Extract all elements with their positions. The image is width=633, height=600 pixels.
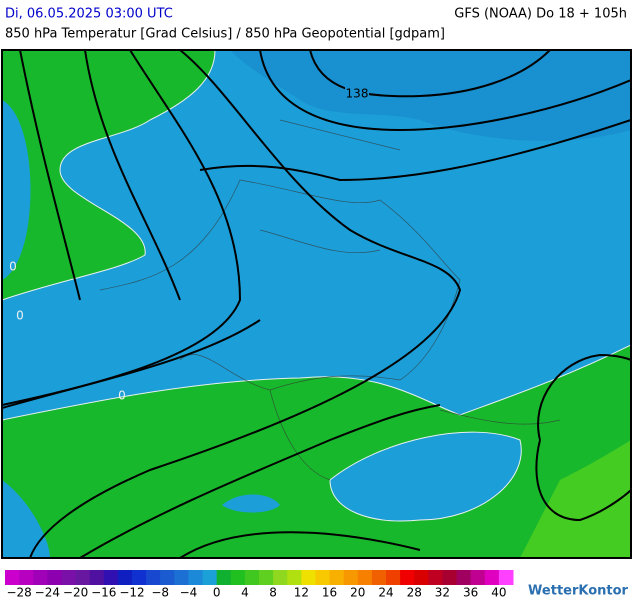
colorbar-swatch <box>75 570 91 585</box>
colorbar-swatch <box>5 570 20 585</box>
colorbar-swatch <box>428 570 443 585</box>
colorbar-swatch <box>103 570 119 585</box>
colorbar-swatch <box>230 570 246 585</box>
colorbar-swatch <box>33 570 48 585</box>
colorbar-tick-label: 12 <box>294 586 309 600</box>
colorbar-tick-label: 40 <box>491 586 506 600</box>
colorbar: −28 −24 −20 −16 −12 −8 −4 0 4 8 12 16 20 24 28 32 36 40 <box>5 570 514 600</box>
colorbar-swatch <box>160 570 175 585</box>
colorbar-tick-label: 36 <box>463 586 478 600</box>
colorbar-tick-label: −24 <box>35 586 60 600</box>
colorbar-tick-label: −16 <box>91 586 116 600</box>
colorbar-swatch <box>456 570 472 585</box>
colorbar-swatch <box>371 570 387 585</box>
colorbar-swatch <box>400 570 415 585</box>
colorbar-tick-label: 8 <box>269 586 277 600</box>
map-area <box>2 50 631 558</box>
map-frame <box>1 49 632 559</box>
colorbar-swatch <box>386 570 401 585</box>
colorbar-swatch <box>470 570 486 585</box>
colorbar-swatch <box>202 570 218 585</box>
colorbar-tick-label: 0 <box>213 586 221 600</box>
colorbar-swatch <box>273 570 288 585</box>
colorbar-swatch <box>47 570 62 585</box>
colorbar-swatch <box>19 570 34 585</box>
colorbar-tick-label: −8 <box>151 586 169 600</box>
colorbar-tick-label: −12 <box>119 586 144 600</box>
colorbar-swatch <box>188 570 204 585</box>
colorbar-swatch <box>442 570 458 585</box>
contour-label: 0 <box>118 389 126 403</box>
contour-label: 0 <box>16 309 24 323</box>
colorbar-tick-label: −28 <box>6 586 31 600</box>
colorbar-swatch <box>287 570 302 585</box>
colorbar-swatch <box>61 570 77 585</box>
colorbar-swatch <box>357 570 373 585</box>
brand-logo: WetterKontor <box>528 584 629 599</box>
colorbar-swatch <box>343 570 359 585</box>
colorbar-swatch <box>414 570 429 585</box>
subtitle: 850 hPa Temperatur [Grad Celsius] / 850 … <box>5 27 445 42</box>
colorbar-swatch <box>329 570 345 585</box>
colorbar-swatch <box>259 570 274 585</box>
colorbar-swatch <box>117 570 133 585</box>
colorbar-tick-label: 28 <box>407 586 422 600</box>
colorbar-swatch <box>89 570 105 585</box>
colorbar-tick-label: −20 <box>63 586 88 600</box>
colorbar-swatch <box>146 570 161 585</box>
colorbar-swatch <box>484 570 500 585</box>
contour-label: 0 <box>9 260 17 274</box>
colorbar-tick-label: 24 <box>378 586 393 600</box>
colorbar-tick-label: 20 <box>350 586 365 600</box>
colorbar-tick-label: −4 <box>180 586 198 600</box>
colorbar-tick-label: 4 <box>241 586 249 600</box>
colorbar-tick-label: 32 <box>435 586 450 600</box>
date: Di, 06.05.2025 03:00 UTC <box>5 7 173 22</box>
colorbar-swatch <box>132 570 147 585</box>
colorbar-swatch <box>216 570 232 585</box>
model: GFS (NOAA) Do 18 + 105h <box>454 7 627 22</box>
colorbar-swatch <box>244 570 260 585</box>
colorbar-swatch <box>498 570 514 585</box>
colorbar-swatch <box>315 570 331 585</box>
colorbar-tick-label: 16 <box>322 586 337 600</box>
contour-label: 138 <box>346 87 369 101</box>
colorbar-swatch <box>174 570 189 585</box>
colorbar-swatch <box>301 570 316 585</box>
